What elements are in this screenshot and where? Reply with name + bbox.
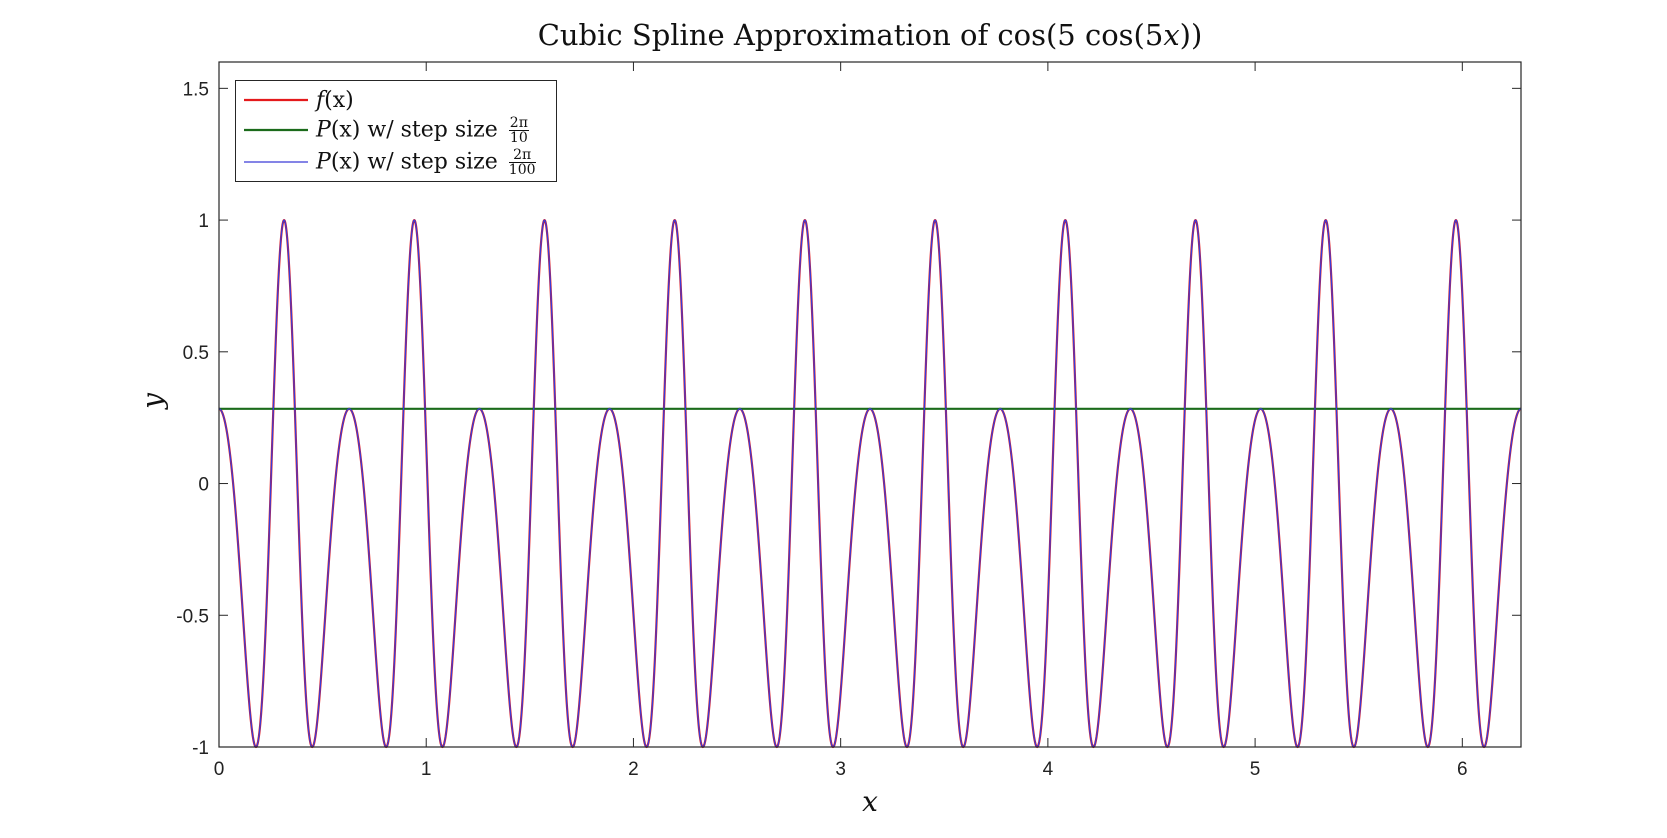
legend-frac-den-p100: 100 bbox=[508, 161, 536, 178]
legend-text-p10: w/ step size bbox=[360, 117, 505, 142]
legend-arg-p10: (x) bbox=[330, 117, 361, 142]
legend-fn-p10: P bbox=[316, 117, 331, 142]
x-tick-label: 0 bbox=[214, 759, 225, 780]
y-tick-label: 0 bbox=[198, 475, 209, 496]
x-tick-label: 2 bbox=[628, 759, 639, 780]
x-tick-label: 3 bbox=[835, 759, 846, 780]
legend-entry-fx: f(x) bbox=[244, 85, 354, 115]
legend-label-p10: P(x) w/ step size 2π 10 bbox=[316, 116, 529, 145]
x-tick-label: 1 bbox=[421, 759, 432, 780]
legend-arg-p100: (x) bbox=[330, 149, 361, 174]
legend-entry-p10: P(x) w/ step size 2π 10 bbox=[244, 115, 529, 145]
series-line-p100 bbox=[218, 219, 1522, 748]
legend-frac-num-p10: 2π bbox=[508, 114, 529, 131]
legend-frac-den-p10: 10 bbox=[509, 129, 528, 146]
title-prefix: Cubic Spline Approximation of cos(5 cos(… bbox=[537, 18, 1164, 52]
legend-swatch-fx bbox=[244, 98, 308, 102]
legend: f(x) P(x) w/ step size 2π 10 P(x) w/ step… bbox=[235, 80, 557, 182]
series-layer bbox=[218, 218, 1522, 749]
y-tick-label: 0.5 bbox=[183, 343, 209, 364]
y-tick-label: 1.5 bbox=[183, 79, 209, 100]
legend-swatch-p100 bbox=[244, 161, 308, 163]
x-tick-label: 6 bbox=[1457, 759, 1468, 780]
y-tick-label: -0.5 bbox=[176, 606, 209, 627]
y-tick-label: 1 bbox=[198, 211, 209, 232]
legend-arg-fx: (x) bbox=[324, 87, 354, 113]
title-var: x bbox=[1163, 18, 1180, 52]
legend-entry-p100: P(x) w/ step size 2π 100 bbox=[244, 147, 536, 177]
legend-swatch-p10 bbox=[244, 128, 308, 132]
legend-fn-p100: P bbox=[316, 149, 331, 174]
y-axis-label: y bbox=[136, 393, 169, 409]
y-tick-label: -1 bbox=[192, 738, 209, 759]
legend-label-p100: P(x) w/ step size 2π 100 bbox=[316, 148, 536, 177]
legend-text-p100: w/ step size bbox=[360, 149, 505, 174]
legend-frac-p10: 2π 10 bbox=[508, 114, 529, 146]
legend-fn-fx: f bbox=[316, 87, 325, 113]
x-tick-label: 5 bbox=[1250, 759, 1261, 780]
legend-frac-p100: 2π 100 bbox=[508, 148, 536, 178]
x-tick-label: 4 bbox=[1043, 759, 1054, 780]
series-line-fx bbox=[218, 218, 1522, 749]
legend-frac-num-p100: 2π bbox=[508, 148, 536, 163]
legend-label-fx: f(x) bbox=[316, 88, 354, 113]
chart-title: Cubic Spline Approximation of cos(5 cos(… bbox=[219, 18, 1521, 52]
axes-box bbox=[218, 61, 1522, 748]
tick-layer: 0 1 2 3 4 5 6 -1 -0.5 0 0.5 1 1.5 bbox=[176, 62, 1521, 780]
x-axis-label: x bbox=[862, 785, 878, 818]
title-suffix: )) bbox=[1179, 18, 1203, 52]
